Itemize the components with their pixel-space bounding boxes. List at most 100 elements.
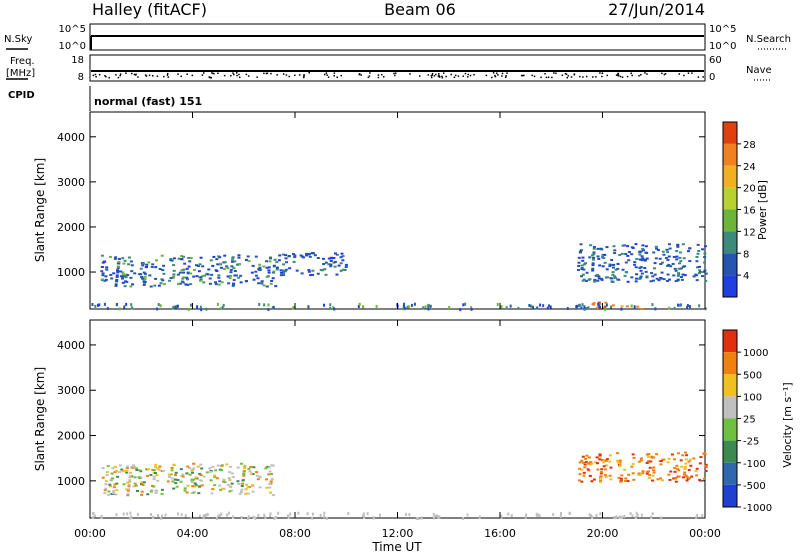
scatter-cell — [585, 271, 589, 274]
nave-dot — [115, 74, 117, 76]
scatter-cell — [324, 273, 328, 276]
scatter-cell — [665, 248, 669, 251]
nave-dot — [117, 76, 120, 79]
nave-dot — [340, 74, 342, 77]
ground-scatter-cell — [190, 516, 193, 520]
scatter-cell — [653, 273, 657, 276]
nave-dot — [630, 72, 632, 75]
beam-title: Beam 06 — [384, 0, 456, 19]
scatter-cell — [269, 282, 273, 285]
scatter-cell — [651, 479, 655, 482]
ground-scatter-cell — [322, 303, 325, 307]
scatter-cell — [659, 460, 663, 463]
scatter-cell — [206, 273, 210, 276]
ground-scatter-cell — [427, 304, 430, 308]
scatter-cell — [243, 466, 247, 469]
nave-dot — [137, 76, 139, 78]
scatter-cell — [611, 304, 615, 307]
scatter-cell — [154, 466, 158, 469]
nave-dot — [270, 72, 272, 75]
ground-scatter-cell — [118, 307, 121, 311]
scatter-cell — [251, 490, 255, 493]
scatter-cell — [222, 267, 226, 270]
scatter-cell — [154, 489, 158, 492]
nave-dot — [441, 76, 444, 79]
scatter-cell — [640, 308, 644, 311]
scatter-cell — [669, 265, 673, 268]
scatter-cell — [620, 305, 624, 308]
scatter-cell — [232, 267, 236, 270]
scatter-cell — [104, 275, 108, 278]
nave-dot — [431, 74, 433, 76]
scatter-cell — [601, 253, 605, 256]
scatter-cell — [652, 466, 656, 469]
scatter-cell — [194, 484, 198, 487]
scatter-cell — [228, 274, 232, 277]
scatter-cell — [656, 478, 660, 481]
scatter-cell — [141, 264, 145, 267]
ground-scatter-cell — [566, 307, 569, 311]
nave-dot — [520, 74, 523, 77]
scatter-cell — [247, 260, 251, 263]
scatter-cell — [308, 255, 312, 258]
nave-dot — [409, 73, 411, 75]
power-colorbar: 4 8 12 16 20 24 28 — [722, 121, 756, 298]
nave-dot — [467, 73, 470, 76]
scatter-cell — [185, 472, 189, 475]
ground-scatter-cell — [325, 516, 328, 520]
ground-scatter-cell — [547, 304, 550, 308]
nave-dot — [582, 76, 584, 78]
scatter-cell — [634, 243, 638, 246]
scatter-cell — [233, 260, 237, 263]
scatter-cell — [169, 473, 173, 476]
scatter-cell — [125, 488, 129, 491]
scatter-cell — [596, 255, 600, 258]
nave-dot — [485, 74, 488, 77]
nave-dot — [501, 72, 504, 75]
scatter-cell — [676, 279, 680, 282]
nave-dot — [298, 74, 301, 76]
scatter-cell — [685, 479, 689, 482]
scatter-cell — [638, 251, 642, 254]
scatter-cell — [274, 285, 278, 288]
scatter-cell — [160, 492, 164, 495]
scatter-cell — [679, 267, 683, 270]
nave-dot — [533, 75, 536, 78]
scatter-cell — [123, 285, 127, 288]
scatter-cell — [631, 462, 635, 465]
scatter-cell — [231, 260, 235, 263]
scatter-cell — [626, 254, 630, 257]
scatter-cell — [635, 273, 639, 276]
colorbar-tick-label: 16 — [743, 206, 756, 217]
scatter-cell — [295, 269, 299, 272]
scatter-cell — [630, 465, 634, 468]
scatter-cell — [257, 282, 261, 285]
ground-scatter-cell — [252, 515, 255, 519]
nave-dot — [553, 72, 555, 74]
scatter-cell — [104, 480, 108, 483]
nave-dot — [433, 75, 436, 77]
scatter-cell — [138, 469, 142, 472]
ground-scatter-cell — [654, 307, 657, 311]
ground-scatter-cell — [206, 512, 209, 516]
scatter-cell — [268, 260, 272, 263]
scatter-cell — [312, 252, 316, 255]
scatter-cell — [226, 275, 230, 278]
scatter-cell — [615, 452, 619, 455]
scatter-cell — [692, 275, 696, 278]
ground-scatter-cell — [220, 512, 223, 516]
ground-scatter-cell — [500, 516, 503, 520]
scatter-cell — [115, 489, 119, 492]
scatter-cell — [659, 477, 663, 480]
scatter-cell — [152, 475, 156, 478]
scatter-cell — [225, 265, 229, 268]
scatter-cell — [644, 245, 648, 248]
scatter-cell — [580, 267, 584, 270]
y-tick-label: 4000 — [57, 339, 85, 352]
scatter-cell — [657, 279, 661, 282]
scatter-cell — [125, 280, 129, 283]
scatter-cell — [194, 264, 198, 267]
scatter-cell — [703, 261, 707, 264]
nave-dot — [663, 73, 666, 76]
scatter-cell — [656, 248, 660, 251]
